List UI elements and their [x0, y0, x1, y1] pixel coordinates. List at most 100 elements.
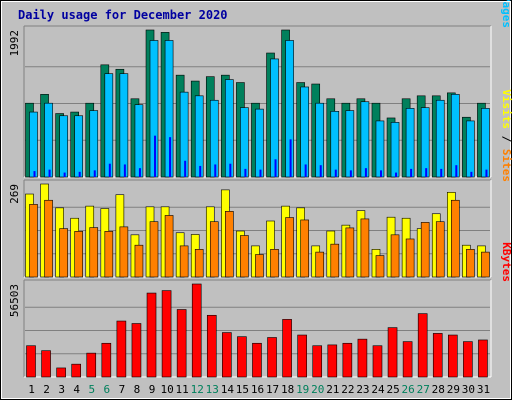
bar-files-day-12 — [194, 95, 204, 178]
bar-kbytes-day-15 — [237, 336, 247, 378]
bar-pages-day-22 — [349, 170, 352, 177]
bar-files-day-15 — [240, 107, 249, 178]
bar-sites-day-21 — [330, 243, 340, 278]
bar-sites-day-27 — [420, 222, 430, 278]
bar-sites-day-25 — [390, 234, 400, 278]
bar-kbytes-day-22 — [342, 342, 353, 378]
x-tick-label: 11 — [176, 383, 189, 396]
x-tick-label: 14 — [221, 383, 235, 396]
bar-pages-day-5 — [93, 170, 96, 177]
bar-pages-day-6 — [108, 163, 111, 177]
bar-sites-day-1 — [29, 204, 38, 278]
bar-kbytes-day-4 — [71, 363, 81, 378]
series-label-sites: Sites — [500, 149, 512, 182]
bar-kbytes-day-30 — [463, 341, 473, 378]
x-tick-label: 15 — [236, 383, 249, 396]
panel-hits-max-label: 1992 — [8, 30, 21, 57]
bar-kbytes-day-2 — [41, 350, 51, 378]
bar-sites-day-5 — [89, 227, 99, 278]
bar-files-day-27 — [420, 107, 430, 178]
bar-kbytes-day-27 — [417, 313, 428, 378]
series-label-kbytes: KBytes — [500, 242, 512, 282]
bar-pages-day-24 — [379, 170, 382, 177]
bar-pages-day-13 — [214, 164, 217, 177]
x-tick-label: 21 — [326, 383, 339, 396]
bar-pages-day-9 — [154, 135, 157, 177]
bar-pages-day-12 — [199, 165, 202, 177]
bar-kbytes-day-25 — [387, 327, 398, 378]
bar-pages-day-11 — [184, 160, 187, 177]
panel-hits-series-label: Hits / Files / Pages — [500, 0, 512, 28]
bar-pages-day-3 — [63, 172, 66, 177]
bar-sites-day-7 — [119, 226, 129, 278]
bar-files-day-25 — [390, 122, 400, 178]
bar-sites-day-6 — [104, 231, 114, 278]
bar-pages-day-14 — [229, 163, 232, 177]
bar-kbytes-day-3 — [56, 367, 66, 378]
bar-sites-day-11 — [179, 245, 189, 278]
bar-sites-day-15 — [240, 235, 249, 278]
bar-sites-day-9 — [149, 221, 159, 278]
bar-sites-day-2 — [44, 199, 53, 278]
bar-sites-day-3 — [59, 228, 68, 278]
series-label-visits: Visits — [500, 89, 512, 129]
bar-files-day-21 — [330, 111, 340, 178]
panel-kbytes-max-label: 56503 — [8, 284, 21, 317]
bar-kbytes-day-14 — [222, 332, 232, 378]
chart-panels: 1992 Hits / Files / Pages 269 Visits / Site… — [8, 0, 512, 378]
bar-files-day-24 — [375, 120, 385, 178]
bar-sites-day-31 — [481, 251, 490, 278]
bar-kbytes-day-6 — [101, 342, 112, 378]
bar-sites-day-24 — [375, 255, 385, 278]
x-tick-label: 9 — [149, 383, 156, 396]
bar-files-day-3 — [59, 115, 68, 178]
bar-pages-day-26 — [410, 168, 413, 177]
x-tick-label: 25 — [386, 383, 399, 396]
bar-files-day-14 — [225, 79, 234, 178]
x-tick-label: 31 — [477, 383, 490, 396]
bar-files-day-19 — [300, 86, 309, 178]
bar-kbytes-day-9 — [146, 292, 157, 378]
bar-pages-day-7 — [123, 164, 126, 177]
x-tick-label: 17 — [266, 383, 279, 396]
x-tick-label: 10 — [160, 383, 173, 396]
bar-sites-day-4 — [74, 231, 83, 278]
bar-kbytes-day-12 — [191, 283, 202, 378]
x-tick-label: 28 — [432, 383, 445, 396]
bar-pages-day-17 — [274, 159, 277, 177]
bar-sites-day-17 — [270, 249, 279, 278]
bar-pages-day-25 — [395, 172, 398, 177]
x-tick-label: 23 — [356, 383, 369, 396]
bar-pages-day-1 — [33, 171, 36, 177]
bar-kbytes-day-17 — [267, 337, 277, 378]
x-tick-label: 19 — [296, 383, 309, 396]
bar-files-day-5 — [89, 110, 99, 178]
panel-visits-max-label: 269 — [8, 184, 21, 204]
panel-kbytes: 56503 KBytes — [8, 242, 512, 378]
bar-sites-day-23 — [360, 218, 370, 278]
bar-kbytes-day-23 — [357, 338, 368, 378]
series-label-pages: Pages — [500, 0, 512, 28]
bar-kbytes-day-24 — [372, 345, 383, 378]
bar-files-day-28 — [435, 99, 445, 178]
x-tick-label: 6 — [104, 383, 111, 396]
bar-files-day-16 — [255, 108, 264, 178]
bar-pages-day-31 — [485, 169, 488, 177]
bar-files-day-7 — [119, 73, 129, 178]
x-tick-label: 4 — [73, 383, 80, 396]
bar-kbytes-day-31 — [478, 339, 488, 378]
x-tick-label: 16 — [251, 383, 264, 396]
x-tick-label: 2 — [43, 383, 50, 396]
bar-kbytes-day-7 — [116, 320, 127, 378]
bar-kbytes-day-10 — [161, 290, 172, 378]
x-tick-label: 7 — [119, 383, 126, 396]
bar-files-day-23 — [360, 101, 370, 178]
x-tick-label: 18 — [281, 383, 294, 396]
bar-files-day-22 — [345, 110, 355, 178]
bar-kbytes-day-13 — [206, 314, 217, 378]
x-tick-label: 20 — [311, 383, 324, 396]
x-tick-label: 12 — [191, 383, 204, 396]
